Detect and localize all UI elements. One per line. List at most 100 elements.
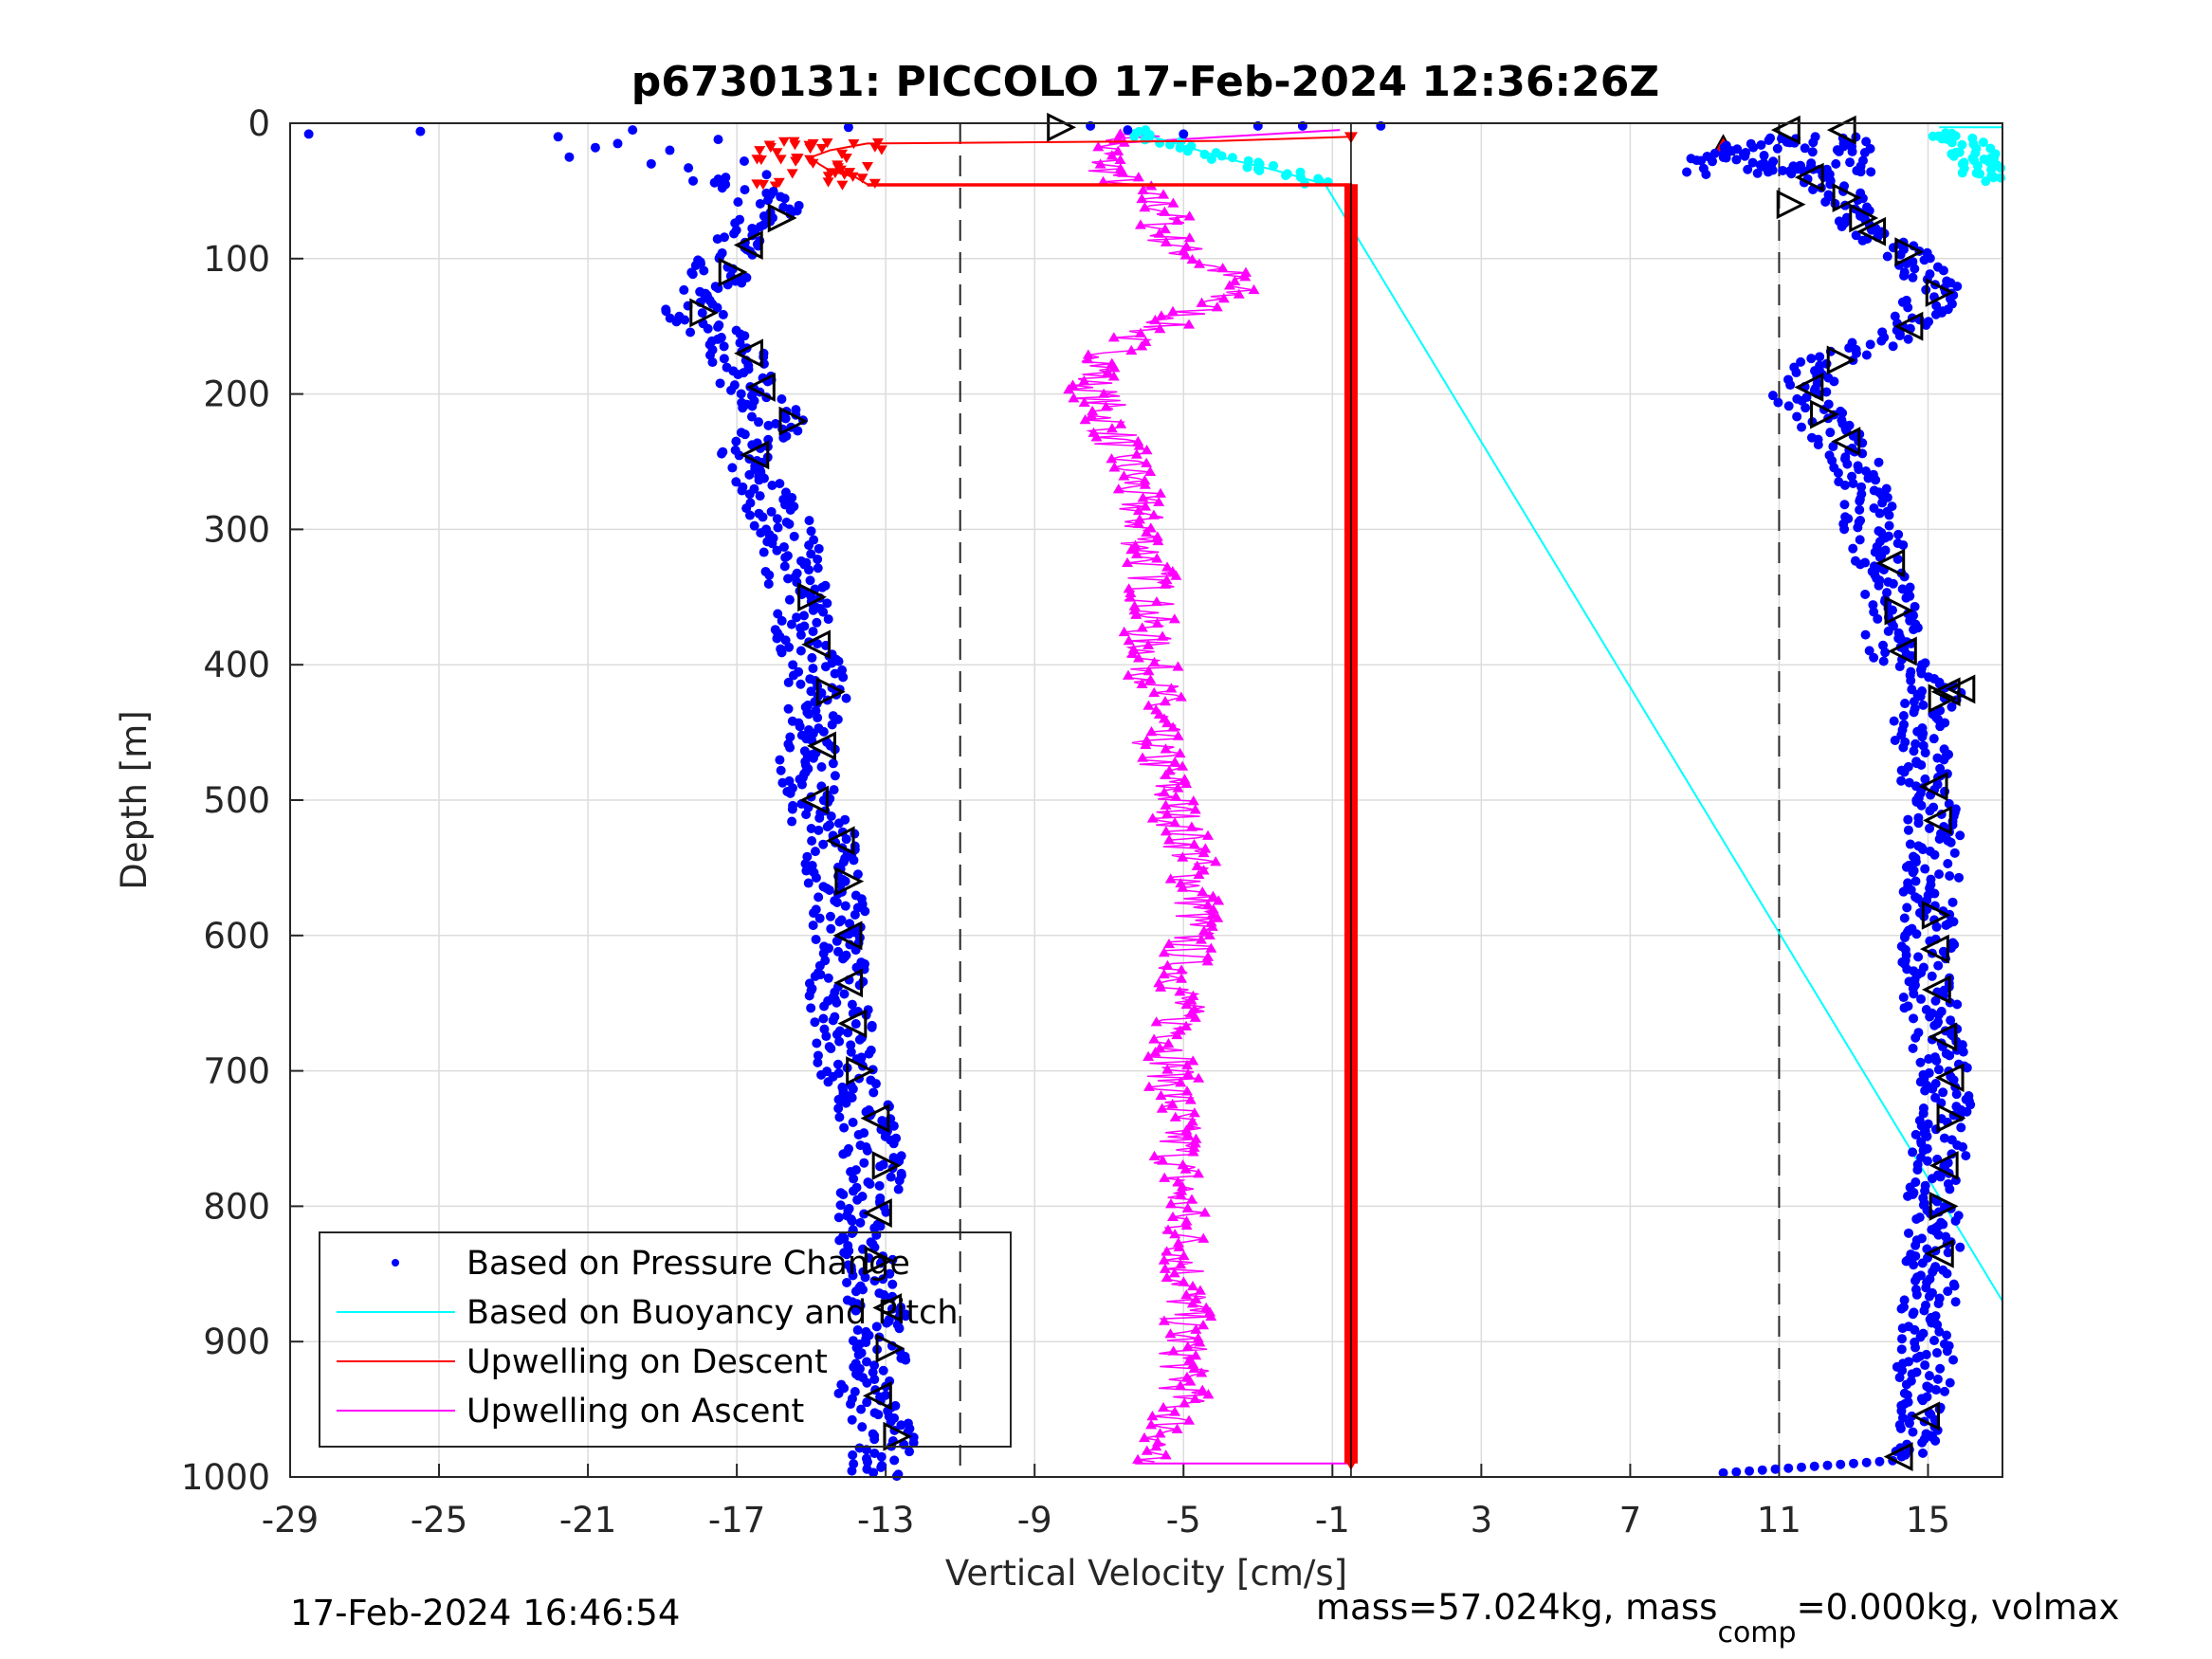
pressure-change-point	[1943, 1286, 1953, 1297]
pressure-change-point	[852, 1194, 863, 1205]
upwelling-ascent-point	[1169, 1406, 1181, 1416]
pressure-change-point	[1800, 143, 1810, 154]
pressure-change-point	[1851, 230, 1861, 241]
upwelling-ascent-point	[1158, 947, 1170, 957]
upwelling-ascent-point	[1161, 1246, 1173, 1256]
upwelling-ascent-point	[1158, 1315, 1170, 1325]
pressure-change-point	[820, 662, 831, 672]
upwelling-ascent-point	[1167, 1345, 1179, 1356]
pressure-change-point	[830, 668, 840, 679]
pressure-change-point	[822, 598, 832, 609]
upwelling-ascent-point	[1144, 465, 1157, 477]
pressure-change-point	[1878, 656, 1889, 666]
series-bin-markers	[689, 112, 1976, 1472]
pressure-change-point	[763, 578, 774, 589]
pressure-change-point	[785, 504, 795, 515]
pressure-change-point	[777, 777, 788, 788]
pressure-change-point	[1941, 920, 1951, 930]
pressure-change-point	[783, 574, 794, 584]
upwelling-ascent-point	[1197, 1320, 1210, 1330]
pressure-change-point	[415, 126, 426, 137]
pressure-change-point	[731, 477, 741, 487]
upwelling-ascent-point	[1188, 1362, 1200, 1373]
pressure-change-point	[1903, 334, 1913, 344]
pressure-change-point	[787, 804, 797, 814]
bin-marker	[1884, 595, 1914, 626]
series-upwelling-descent	[751, 123, 1736, 1477]
pressure-change-point	[834, 1235, 845, 1246]
pressure-change-point	[1909, 625, 1919, 635]
pressure-change-point	[1748, 142, 1759, 153]
upwelling-ascent-point	[1181, 1129, 1194, 1139]
pressure-change-point	[1910, 601, 1920, 611]
y-tick-label: 800	[203, 1186, 270, 1227]
pressure-change-point	[838, 1190, 849, 1200]
buoyancy-pitch-point	[1155, 137, 1165, 148]
pressure-change-point	[811, 934, 821, 944]
pressure-change-point	[740, 429, 750, 440]
pressure-change-point	[1962, 1063, 1972, 1073]
pressure-change-point	[828, 758, 838, 769]
pressure-change-point	[833, 818, 844, 829]
upwelling-ascent-point	[1141, 526, 1153, 538]
upwelling-ascent-point	[1188, 1107, 1200, 1118]
bin-marker	[832, 921, 863, 951]
footer-mass-end: =0.000kg, volmax	[1797, 1587, 2120, 1628]
pressure-change-point	[1815, 352, 1825, 362]
pressure-change-point	[1933, 1230, 1944, 1240]
pressure-change-point	[713, 321, 723, 332]
upwelling-ascent-point	[1169, 1229, 1181, 1239]
upwelling-ascent-point	[1159, 223, 1171, 234]
pressure-change-point	[881, 1207, 891, 1217]
upwelling-ascent-point	[1161, 808, 1174, 819]
pressure-change-point	[1901, 1256, 1911, 1267]
pressure-change-point	[1918, 1108, 1929, 1119]
pressure-change-point	[1832, 145, 1842, 155]
pressure-change-point	[733, 370, 743, 380]
pressure-change-point	[1935, 763, 1946, 774]
upwelling-ascent-point	[1123, 635, 1135, 646]
pressure-change-point	[853, 1130, 864, 1140]
pressure-change-point	[1909, 707, 1919, 718]
upwelling-ascent-point	[1190, 1323, 1202, 1334]
upwelling-ascent-point	[1196, 1367, 1208, 1377]
y-tick-label: 300	[203, 509, 270, 550]
pressure-change-point	[1904, 1418, 1914, 1429]
legend-entry-ascent: Upwelling on Ascent	[466, 1393, 804, 1431]
pressure-change-point	[793, 426, 803, 436]
pressure-change-point	[1837, 221, 1847, 231]
pressure-change-point	[767, 480, 777, 490]
upwelling-ascent-point	[1132, 518, 1144, 528]
upwelling-ascent-point	[1158, 189, 1170, 199]
upwelling-descent-point	[763, 140, 776, 151]
pressure-change-point	[773, 609, 783, 619]
bin-marker	[1810, 399, 1839, 429]
upwelling-ascent-point	[1159, 206, 1171, 216]
upwelling-ascent-point	[1068, 392, 1080, 403]
bin-marker	[1794, 162, 1824, 192]
pressure-change-point	[1123, 125, 1133, 136]
pressure-change-point	[1892, 554, 1903, 564]
pressure-change-point	[1917, 1258, 1928, 1268]
pressure-change-point	[729, 228, 740, 239]
pressure-change-point	[726, 385, 737, 395]
pressure-change-point	[712, 302, 722, 313]
upwelling-ascent-point	[1094, 158, 1106, 169]
upwelling-ascent-point	[1107, 332, 1120, 342]
pressure-change-point	[1935, 1172, 1946, 1182]
pressure-change-point	[814, 913, 825, 923]
pressure-change-point	[806, 686, 816, 697]
pressure-change-point	[805, 575, 815, 586]
upwelling-ascent-point	[1148, 1033, 1161, 1044]
buoyancy-pitch-point	[1975, 169, 1985, 179]
upwelling-ascent-point	[1124, 592, 1136, 602]
upwelling-ascent-point	[1140, 501, 1152, 511]
bin-marker	[1883, 1442, 1913, 1472]
upwelling-descent-point	[875, 145, 887, 155]
bin-marker	[1929, 1191, 1959, 1221]
pressure-change-point	[1920, 1360, 1930, 1371]
pressure-change-point	[1900, 699, 1910, 709]
upwelling-ascent-point	[1179, 1163, 1192, 1174]
pressure-change-point	[886, 1172, 896, 1182]
upwelling-ascent-point	[1181, 1059, 1194, 1070]
